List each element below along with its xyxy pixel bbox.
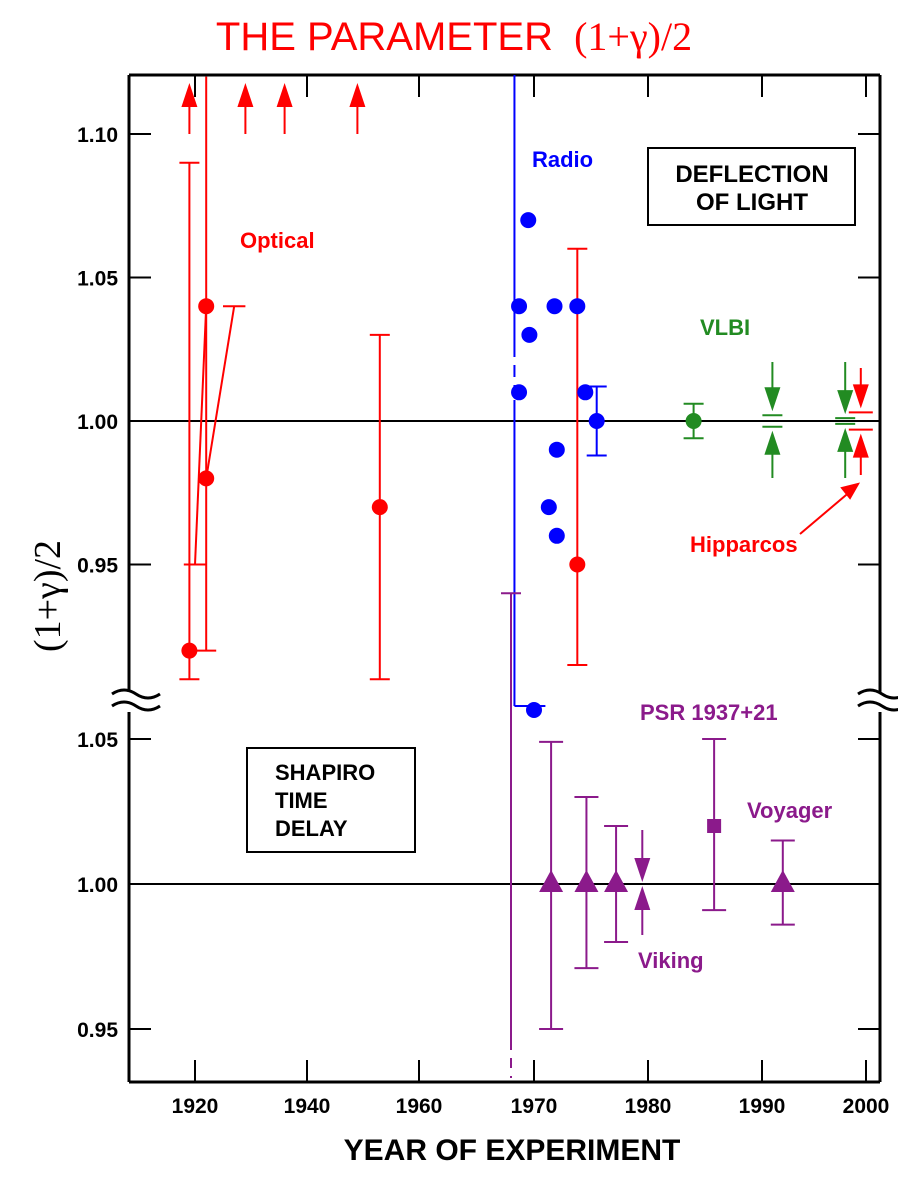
reference-lines	[129, 420, 880, 885]
optical-point-0	[181, 642, 198, 659]
radio-point-6	[548, 441, 565, 458]
chart-title-main: THE PARAMETER	[216, 15, 553, 59]
y-tick-label-lower: 1.05	[77, 729, 118, 752]
hipparcos-pointer-arrow	[799, 482, 861, 535]
deflection-label-line2: OF LIGHT	[696, 189, 808, 216]
plot-frame	[127, 73, 882, 1084]
radio-point-4	[540, 499, 557, 516]
vlbi-down-arrow-1-head	[764, 387, 781, 412]
radio-point-10	[588, 413, 605, 429]
radio-point-5	[546, 298, 563, 315]
optical-slanted-bar-2	[205, 306, 236, 479]
x-tick-label: 2000	[843, 1095, 890, 1118]
vlbi-point-0	[685, 413, 702, 429]
axis-break-left-1	[111, 688, 161, 700]
radio-point-1	[511, 384, 528, 401]
series-label-vlbi: VLBI	[700, 315, 750, 340]
y-tick-label-upper: 0.95	[77, 555, 118, 578]
y-tick-label-upper: 1.10	[77, 124, 118, 147]
radio-point-7	[548, 527, 565, 544]
hipparcos-down-arrow-head	[852, 384, 869, 409]
shapiro-label-box: SHAPIRO TIME DELAY	[246, 747, 416, 853]
x-tick-label: 1990	[739, 1095, 786, 1118]
voyager-point	[770, 870, 795, 892]
x-axis-label: YEAR OF EXPERIMENT	[344, 1134, 681, 1167]
y-tick-label-lower: 1.00	[77, 874, 118, 897]
series-label-psr: PSR 1937+21	[640, 700, 778, 725]
series-label-voyager: Voyager	[747, 798, 833, 823]
shapiro-point-2	[574, 870, 599, 892]
chart-title-expr: (1+γ)/2	[574, 14, 692, 59]
vlbi-up-arrow-1-head	[764, 430, 781, 455]
radio-outlier-point	[526, 702, 542, 718]
deflection-label-box: DEFLECTION OF LIGHT	[647, 147, 856, 226]
hipparcos-up-arrow-head	[852, 433, 869, 458]
optical-lower-limit-3-head	[349, 83, 366, 107]
x-ticks: 1920 1940 1960 1970 1980 1990 2000	[172, 75, 890, 1118]
optical-slanted-bar-1	[194, 306, 208, 565]
vlbi-up-arrow-2-head	[837, 427, 854, 452]
series-label-radio: Radio	[532, 147, 593, 172]
axis-break-left-2	[111, 700, 161, 712]
radio-point-3	[521, 326, 538, 343]
x-tick-label: 1980	[625, 1095, 672, 1118]
data-marks	[179, 75, 873, 1078]
y-tick-label-lower: 0.95	[77, 1019, 118, 1042]
optical-point-3	[371, 499, 388, 516]
x-tick-label: 1970	[511, 1095, 558, 1118]
shapiro-label-line1: SHAPIRO	[275, 760, 375, 785]
axis-break-right-2	[857, 700, 898, 712]
radio-point-8	[569, 298, 586, 315]
y-ticks-lower: 1.05 1.00 0.95	[77, 729, 880, 1042]
chart-title: THE PARAMETER (1+γ)/2	[216, 14, 692, 59]
optical-point-4	[569, 556, 586, 573]
viking-down-arrow-head	[634, 858, 651, 882]
shapiro-point-3	[604, 870, 629, 892]
series-label-hipparcos: Hipparcos	[690, 532, 798, 557]
series-label-viking: Viking	[638, 948, 704, 973]
deflection-label-line1: DEFLECTION	[675, 161, 828, 188]
x-tick-label: 1960	[396, 1095, 443, 1118]
x-tick-label: 1940	[284, 1095, 331, 1118]
y-tick-label-upper: 1.00	[77, 411, 118, 434]
y-ticks-upper: 1.10 1.05 1.00 0.95	[77, 124, 880, 578]
shapiro-label-line2: TIME	[275, 788, 328, 813]
x-tick-label: 1920	[172, 1095, 219, 1118]
axis-break-marks	[111, 688, 898, 712]
axis-break-right-1	[857, 688, 898, 700]
radio-point-2	[520, 212, 537, 229]
radio-point-9	[577, 384, 594, 401]
optical-lower-limit-1-head	[237, 83, 254, 107]
optical-lower-limit-2-head	[276, 83, 293, 107]
y-axis-label: (1+γ)/2	[27, 540, 69, 652]
shapiro-point-1	[539, 870, 564, 892]
radio-point-0	[511, 298, 528, 315]
vlbi-down-arrow-2-head	[837, 390, 854, 415]
shapiro-label-line3: DELAY	[275, 816, 348, 841]
series-label-optical: Optical	[240, 228, 315, 253]
psr-point	[707, 819, 722, 833]
viking-up-arrow-head	[634, 886, 651, 910]
y-tick-label-upper: 1.05	[77, 268, 118, 291]
optical-lower-limit-0-head	[181, 83, 198, 107]
